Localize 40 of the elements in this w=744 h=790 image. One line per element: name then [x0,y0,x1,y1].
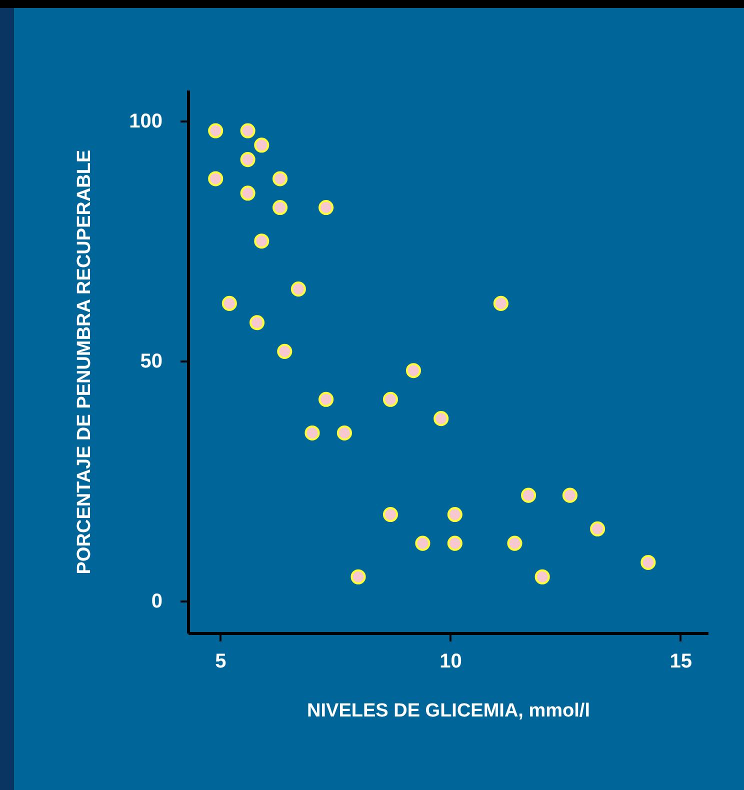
point [254,138,270,153]
point [447,507,462,522]
x-tick-label: 15 [670,650,692,672]
point [277,344,292,359]
x-tick-label: 10 [440,650,462,672]
point [222,296,237,311]
point [590,521,606,536]
point [240,152,256,168]
point [382,507,398,522]
point [290,282,306,297]
point [208,123,224,138]
point [250,315,265,330]
point [254,234,270,249]
point [434,411,449,426]
point [521,488,536,503]
point [304,425,320,440]
point [447,536,462,551]
point [534,569,550,584]
point [415,536,430,551]
y-tick-label: 0 [151,590,162,612]
point [240,123,256,138]
point [562,488,578,503]
point [493,296,508,311]
point [208,171,224,186]
point [507,536,522,551]
point [272,171,288,186]
point [640,554,656,570]
y-tick-label: 50 [140,350,162,373]
point [318,392,334,407]
x-axis-title: NIVELES DE GLICEMIA, mmol/l [307,700,590,722]
point [272,200,288,216]
y-axis-title: PORCENTAJE DE PENUMBRA RECUPERABLE [74,150,96,574]
point [336,425,352,440]
point [318,200,334,216]
point [382,392,398,407]
y-tick-label: 100 [129,110,162,133]
point [240,186,256,201]
point [350,569,366,584]
x-tick-label: 5 [215,650,226,672]
point [406,363,422,378]
